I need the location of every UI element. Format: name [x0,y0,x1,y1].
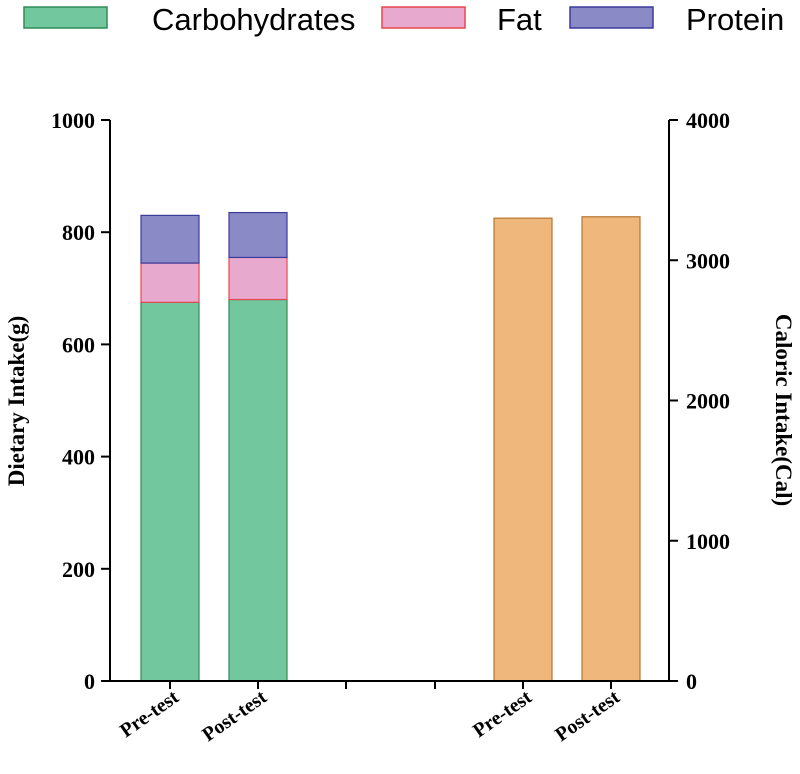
category-label: Pre-test [469,686,536,742]
left-tick-label: 800 [62,220,95,245]
left-tick-label: 400 [62,445,95,470]
bar-carbohydrates-post-test [228,298,288,682]
bar-protein-post-test [228,211,288,259]
left-tick-label: 1000 [51,108,95,133]
left-axis-title: Dietary Intake(g) [4,316,29,487]
bar-caloric-pre-test [493,217,553,682]
legend-swatch-protein [569,6,654,29]
left-tick-label: 0 [84,669,95,694]
left-tick-label: 600 [62,332,95,357]
category-label: Post-test [198,686,271,746]
right-axis-title: Caloric Intake(Cal) [771,314,796,506]
bar-caloric-post-test [581,216,641,682]
legend-label-protein: Protein [686,2,784,37]
legend: Carbohydrates Fat Protein [23,2,784,37]
legend-label-carbohydrates: Carbohydrates [152,2,355,37]
bars [140,211,641,682]
bar-protein-pre-test [140,214,200,264]
bar-fat-post-test [228,256,288,301]
left-tick-label: 200 [62,557,95,582]
bar-fat-pre-test [140,262,200,303]
category-labels: Pre-test Post-test Pre-test Post-test [116,686,624,746]
right-tick-label: 1000 [686,529,730,554]
legend-label-fat: Fat [497,2,542,37]
ticks: 0 200 400 600 800 1000 0 1000 2000 3000 4000 [51,108,730,694]
legend-swatch-carbohydrates [23,6,108,29]
right-tick-label: 0 [686,669,697,694]
category-label: Pre-test [116,686,183,742]
legend-swatch-fat [381,6,466,29]
right-tick-label: 4000 [686,108,730,133]
category-label: Post-test [551,686,624,746]
right-tick-label: 2000 [686,389,730,414]
bar-carbohydrates-pre-test [140,301,200,682]
right-tick-label: 3000 [686,248,730,273]
